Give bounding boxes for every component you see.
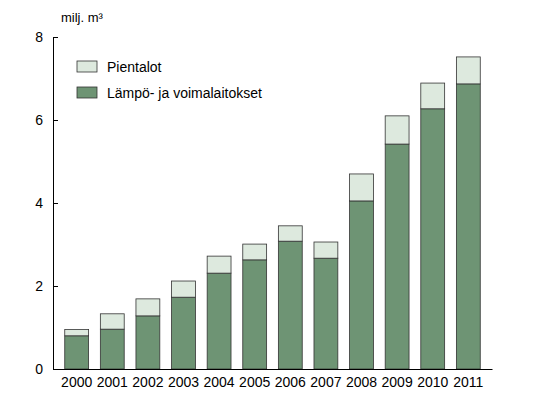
bar <box>314 258 338 369</box>
series-bars <box>65 84 481 369</box>
y-tick-mark <box>53 37 58 38</box>
x-axis: 2000200120022003200420052006200720082009… <box>54 369 493 390</box>
bar <box>243 260 267 369</box>
legend: Pientalot Lämpö- ja voimalaitokset <box>77 59 262 101</box>
bar <box>314 242 338 258</box>
series-bars <box>65 57 481 336</box>
bar <box>421 109 445 369</box>
x-tick: 2001 <box>97 369 128 390</box>
y-tick: 2 <box>35 278 58 294</box>
bar <box>136 316 160 369</box>
bar <box>456 57 480 84</box>
bar <box>385 144 409 369</box>
legend-label: Lämpö- ja voimalaitokset <box>107 85 262 101</box>
x-tick: 2006 <box>275 369 306 390</box>
chart: 0 2 4 6 8 2000 20012002 2003 20042005 20062007 200… <box>0 0 534 414</box>
bar <box>136 299 160 316</box>
bar <box>278 226 302 241</box>
x-tick-label: 2004 <box>204 374 235 390</box>
y-tick-mark <box>53 120 58 121</box>
x-tick-label: 2009 <box>382 374 413 390</box>
y-tick-mark <box>53 286 58 287</box>
bar <box>172 281 196 297</box>
x-tick-label: 2001 <box>97 374 128 390</box>
bar <box>350 174 374 201</box>
x-tick-label: 2011 <box>453 374 483 390</box>
x-tick-label: 2000 <box>61 374 92 390</box>
legend-label: Pientalot <box>107 59 162 75</box>
x-tick: 2004 <box>204 369 235 390</box>
x-tick: 2010 <box>417 369 448 390</box>
x-tick-label: 2003 <box>168 374 199 390</box>
x-tick: 2003 <box>168 369 199 390</box>
bar <box>65 336 89 369</box>
y-tick-label: 6 <box>35 112 43 128</box>
y-tick: 4 <box>35 195 58 211</box>
bar <box>385 116 409 144</box>
y-tick-label: 8 <box>35 29 43 45</box>
bar <box>172 297 196 369</box>
x-tick: 2009 <box>382 369 413 390</box>
x-tick: 2011 <box>453 369 483 390</box>
x-axis-line <box>54 369 493 370</box>
y-tick-mark <box>53 203 58 204</box>
y-axis-title: milj. m³ <box>61 10 104 25</box>
x-tick-label: 2006 <box>275 374 306 390</box>
y-tick: 0 <box>35 361 58 377</box>
legend-swatch <box>77 61 97 72</box>
bar <box>65 330 89 336</box>
legend-swatch <box>77 87 97 98</box>
y-tick-label: 2 <box>35 278 43 294</box>
bar <box>207 273 231 369</box>
bar <box>100 329 124 369</box>
x-tick-label: 2002 <box>132 374 163 390</box>
x-tick: 2005 <box>239 369 270 390</box>
bar <box>100 314 124 329</box>
x-tick: 2007 <box>310 369 341 390</box>
x-tick: 2002 <box>132 369 163 390</box>
bar <box>456 84 480 369</box>
bar <box>278 241 302 369</box>
bar <box>350 201 374 369</box>
x-tick-label: 2005 <box>239 374 270 390</box>
y-tick: 6 <box>35 112 58 128</box>
y-tick: 8 <box>35 29 58 45</box>
x-tick: 2008 <box>346 369 377 390</box>
x-tick-label: 2008 <box>346 374 377 390</box>
y-tick-label: 4 <box>35 195 43 211</box>
x-tick-label: 2007 <box>310 374 341 390</box>
bar <box>243 244 267 260</box>
y-tick-label: 0 <box>35 361 43 377</box>
x-tick: 2000 <box>61 369 92 390</box>
x-tick-label: 2010 <box>417 374 448 390</box>
bar <box>207 256 231 273</box>
bars <box>65 57 481 369</box>
bar <box>421 83 445 109</box>
y-axis: 0 2 4 6 8 <box>35 29 58 377</box>
